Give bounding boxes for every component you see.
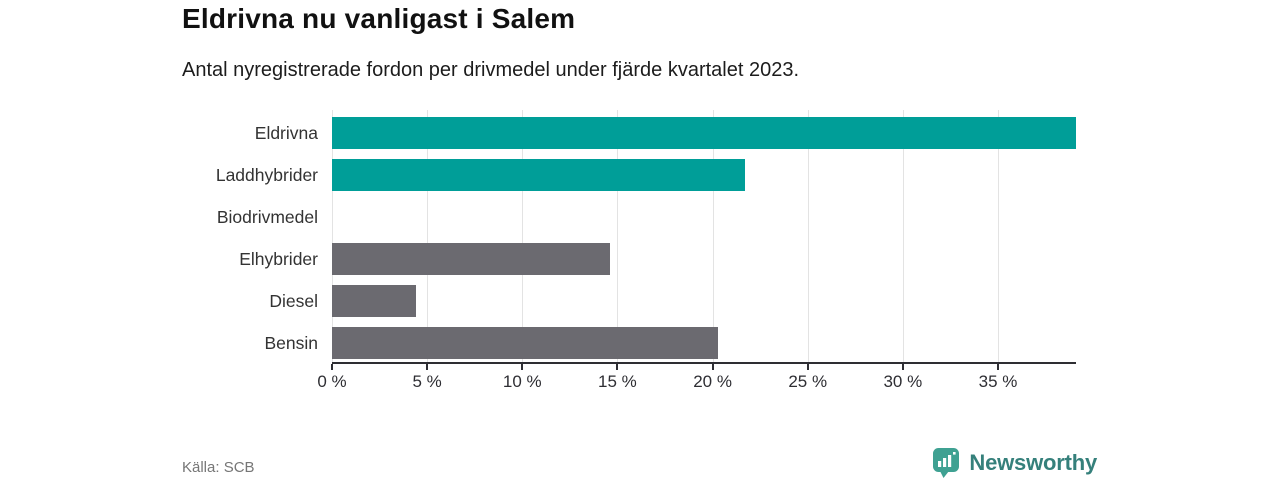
gridline — [712, 110, 714, 363]
x-axis-tick — [616, 364, 619, 370]
category-label-elhybrider: Elhybrider — [239, 249, 318, 269]
chart-subtitle: Antal nyregistrerade fordon per drivmede… — [182, 59, 800, 81]
gridline — [522, 110, 524, 363]
gridline — [997, 110, 999, 363]
bar-elhybrider — [332, 243, 610, 275]
x-axis-tick — [711, 364, 714, 370]
x-axis-tick — [521, 364, 524, 370]
x-axis-tick-label: 35 % — [978, 372, 1018, 391]
newsworthy-logo-icon — [932, 447, 960, 478]
brand-name: Newsworthy — [969, 449, 1097, 475]
y-axis-category-labels: Eldrivna Laddhybrider Biodrivmedel Elhybrid… — [0, 110, 318, 363]
chart-title: Eldrivna nu vanligast i Salem — [182, 3, 576, 34]
x-axis-tick-label: 5 % — [412, 372, 442, 391]
bar-eldrivna — [332, 117, 1076, 149]
x-axis-tick-label: 25 % — [788, 372, 828, 391]
x-axis-tick-label: 20 % — [693, 372, 732, 391]
category-label-eldrivna: Eldrivna — [254, 123, 318, 143]
category-label-diesel: Diesel — [269, 291, 318, 311]
x-axis-tick — [996, 364, 999, 370]
gridline — [807, 110, 809, 363]
x-axis-tick — [806, 364, 809, 370]
x-axis-tick-label: 30 % — [883, 372, 923, 391]
x-axis-tick — [426, 364, 429, 370]
x-axis-tick-label: 10 % — [502, 372, 542, 391]
newsworthy-brand: Newsworthy — [932, 447, 1097, 478]
gridline — [617, 110, 619, 363]
category-label-bensin: Bensin — [264, 333, 318, 353]
bar-diesel — [332, 285, 416, 317]
x-axis-line — [332, 362, 1076, 364]
plot-area — [332, 110, 1076, 363]
bar-bensin — [332, 327, 719, 359]
gridline — [902, 110, 904, 363]
bar-laddhybrider — [332, 159, 745, 191]
source-label: Källa: SCB — [182, 459, 255, 476]
x-axis-tick-label: 0 % — [317, 372, 347, 391]
category-label-biodrivmedel: Biodrivmedel — [216, 207, 318, 227]
gridline — [332, 110, 333, 363]
x-axis-tick — [331, 364, 333, 370]
x-axis-tick — [901, 364, 904, 370]
x-axis-tick-label: 15 % — [598, 372, 637, 391]
gridline — [427, 110, 429, 363]
category-label-laddhybrider: Laddhybrider — [215, 165, 318, 185]
